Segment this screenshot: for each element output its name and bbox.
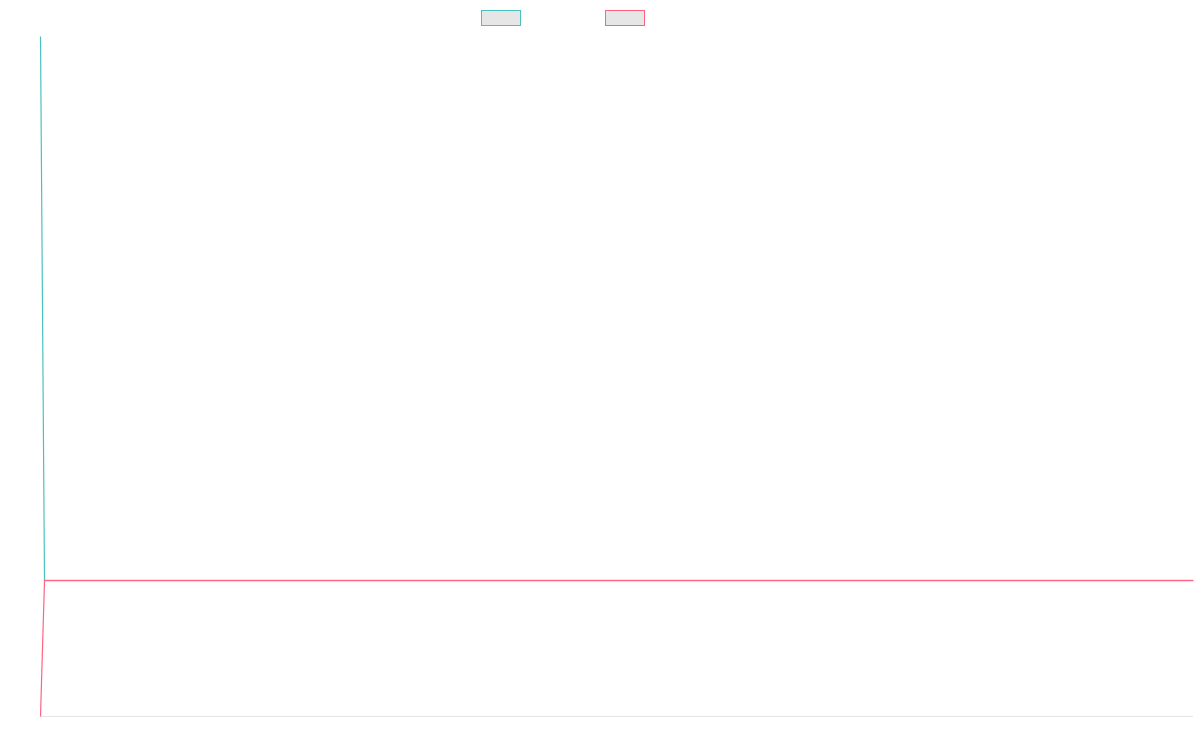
legend-swatch-1 [481,10,521,26]
legend-swatch-2 [605,10,645,26]
series-layer [39,36,1194,717]
series-line-2 [39,579,1194,717]
legend [481,10,645,26]
series-line-1 [39,36,1194,582]
